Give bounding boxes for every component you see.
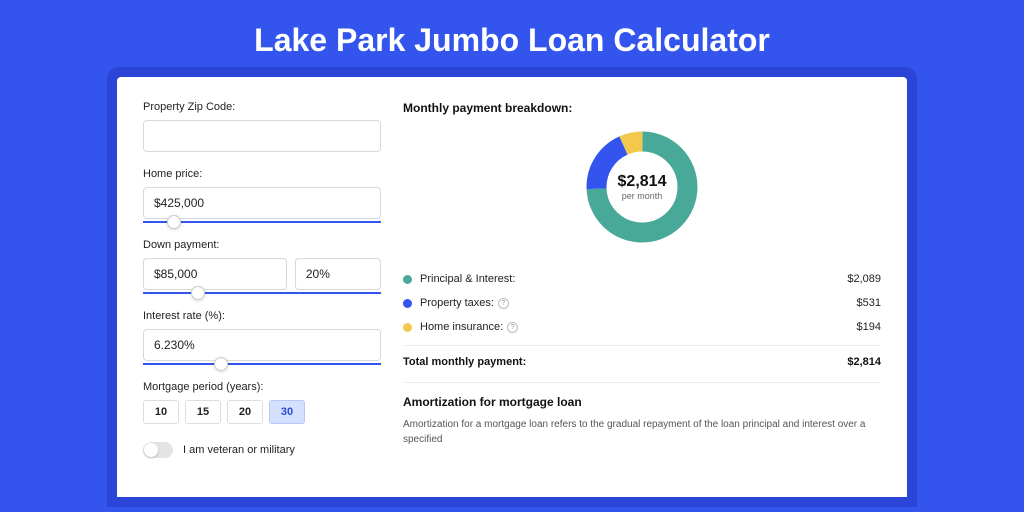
- period-field: Mortgage period (years): 10152030: [143, 381, 381, 424]
- amortization-title: Amortization for mortgage loan: [403, 395, 881, 409]
- home-price-input[interactable]: [143, 187, 381, 219]
- total-row: Total monthly payment: $2,814: [403, 345, 881, 382]
- veteran-label: I am veteran or military: [183, 444, 295, 456]
- period-btn-30[interactable]: 30: [269, 400, 305, 424]
- legend-dot: [403, 299, 412, 308]
- legend-dot: [403, 275, 412, 284]
- donut-amount: $2,814: [618, 173, 667, 191]
- zip-label: Property Zip Code:: [143, 101, 381, 113]
- breakdown-rows: Principal & Interest:$2,089Property taxe…: [403, 267, 881, 339]
- interest-slider-thumb[interactable]: [214, 357, 228, 371]
- breakdown-row: Property taxes:?$531: [403, 291, 881, 315]
- home-price-slider[interactable]: [143, 221, 381, 223]
- home-price-label: Home price:: [143, 168, 381, 180]
- zip-input[interactable]: [143, 120, 381, 152]
- donut-sub: per month: [618, 191, 667, 201]
- down-payment-label: Down payment:: [143, 239, 381, 251]
- total-label: Total monthly payment:: [403, 356, 847, 368]
- down-payment-slider-thumb[interactable]: [191, 286, 205, 300]
- breakdown-row: Home insurance:?$194: [403, 315, 881, 339]
- home-price-slider-thumb[interactable]: [167, 215, 181, 229]
- veteran-toggle[interactable]: [143, 442, 173, 458]
- period-label: Mortgage period (years):: [143, 381, 381, 393]
- breakdown-row: Principal & Interest:$2,089: [403, 267, 881, 291]
- form-panel: Property Zip Code: Home price: Down paym…: [143, 101, 381, 497]
- down-payment-pct-input[interactable]: [295, 258, 381, 290]
- toggle-knob: [144, 443, 158, 457]
- info-icon[interactable]: ?: [498, 298, 509, 309]
- legend-dot: [403, 323, 412, 332]
- home-price-field: Home price:: [143, 168, 381, 223]
- breakdown-value: $2,089: [847, 273, 881, 285]
- breakdown-panel: Monthly payment breakdown: $2,814 per mo…: [403, 101, 881, 497]
- period-btn-15[interactable]: 15: [185, 400, 221, 424]
- interest-slider[interactable]: [143, 363, 381, 365]
- amortization-text: Amortization for a mortgage loan refers …: [403, 417, 881, 447]
- amortization-block: Amortization for mortgage loan Amortizat…: [403, 382, 881, 447]
- donut-chart: $2,814 per month: [403, 127, 881, 247]
- period-options: 10152030: [143, 400, 381, 424]
- period-btn-10[interactable]: 10: [143, 400, 179, 424]
- calculator-card: Property Zip Code: Home price: Down paym…: [117, 77, 907, 497]
- info-icon[interactable]: ?: [507, 322, 518, 333]
- breakdown-label: Property taxes:?: [420, 297, 857, 309]
- zip-field: Property Zip Code:: [143, 101, 381, 152]
- breakdown-value: $531: [857, 297, 881, 309]
- interest-field: Interest rate (%):: [143, 310, 381, 365]
- breakdown-label: Home insurance:?: [420, 321, 857, 333]
- down-payment-slider[interactable]: [143, 292, 381, 294]
- page-title: Lake Park Jumbo Loan Calculator: [0, 0, 1024, 77]
- breakdown-label: Principal & Interest:: [420, 273, 847, 285]
- breakdown-title: Monthly payment breakdown:: [403, 101, 881, 115]
- period-btn-20[interactable]: 20: [227, 400, 263, 424]
- veteran-row: I am veteran or military: [143, 442, 381, 458]
- total-value: $2,814: [847, 356, 881, 368]
- interest-input[interactable]: [143, 329, 381, 361]
- interest-label: Interest rate (%):: [143, 310, 381, 322]
- down-payment-field: Down payment:: [143, 239, 381, 294]
- breakdown-value: $194: [857, 321, 881, 333]
- down-payment-input[interactable]: [143, 258, 287, 290]
